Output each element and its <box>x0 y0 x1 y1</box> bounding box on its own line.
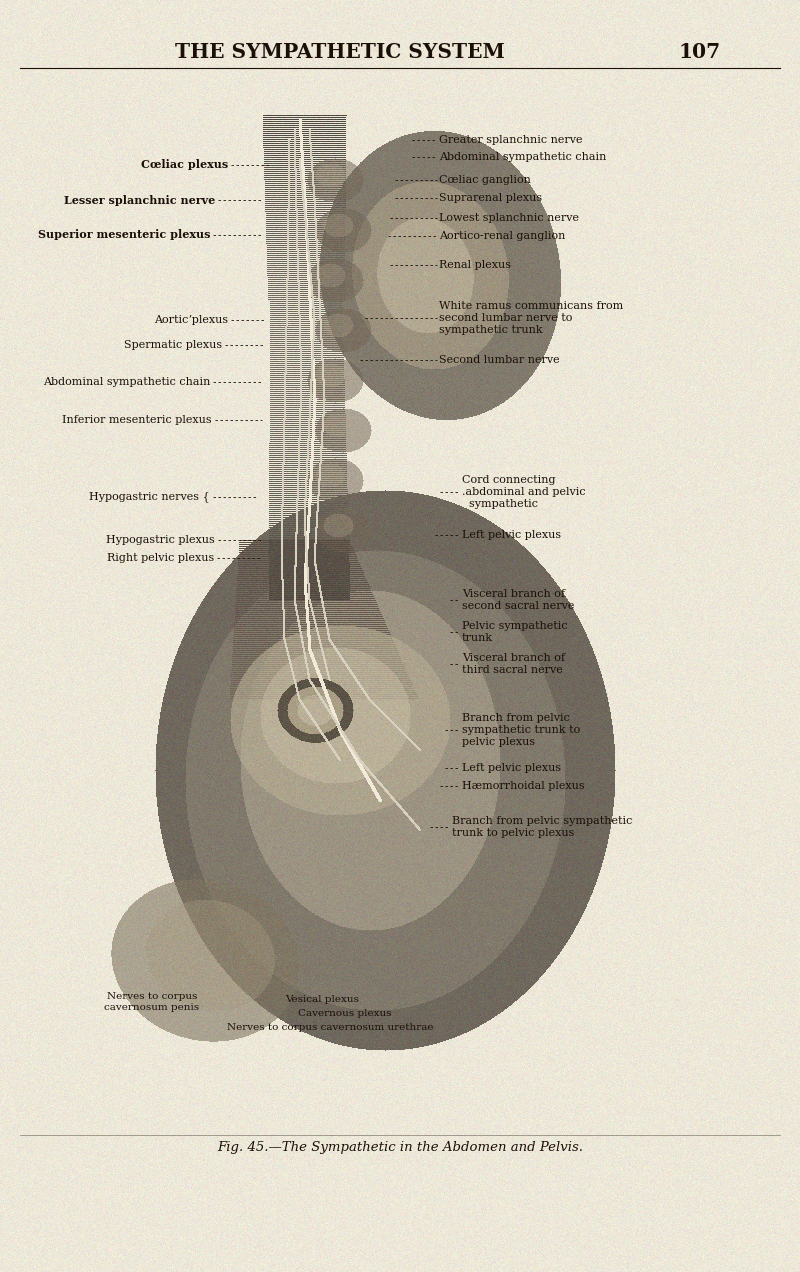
Text: Left pelvic plexus: Left pelvic plexus <box>462 530 561 541</box>
Text: Branch from pelvic
sympathetic trunk to
pelvic plexus: Branch from pelvic sympathetic trunk to … <box>462 714 580 747</box>
Text: Fig. 45.—The Sympathetic in the Abdomen and Pelvis.: Fig. 45.—The Sympathetic in the Abdomen … <box>217 1141 583 1155</box>
Text: Cavernous plexus: Cavernous plexus <box>298 1010 392 1019</box>
Text: Renal plexus: Renal plexus <box>439 259 511 270</box>
Text: Branch from pelvic sympathetic
trunk to pelvic plexus: Branch from pelvic sympathetic trunk to … <box>452 817 632 838</box>
Text: Abdominal sympathetic chain: Abdominal sympathetic chain <box>439 151 606 162</box>
Text: THE SYMPATHETIC SYSTEM: THE SYMPATHETIC SYSTEM <box>175 42 505 62</box>
Text: White ramus communicans from
second lumbar nerve to
sympathetic trunk: White ramus communicans from second lumb… <box>439 301 623 335</box>
Text: Right pelvic plexus: Right pelvic plexus <box>106 553 214 563</box>
Text: Inferior mesenteric plexus: Inferior mesenteric plexus <box>62 415 212 425</box>
Text: Greater splanchnic nerve: Greater splanchnic nerve <box>439 135 582 145</box>
Text: Suprarenal plexus: Suprarenal plexus <box>439 193 542 204</box>
Text: Nerves to corpus cavernosum urethrae: Nerves to corpus cavernosum urethrae <box>226 1024 434 1033</box>
Text: Hypogastric plexus: Hypogastric plexus <box>106 536 215 544</box>
Text: Abdominal sympathetic chain: Abdominal sympathetic chain <box>42 377 210 387</box>
Text: Cœliac ganglion: Cœliac ganglion <box>439 176 531 184</box>
Text: Visceral branch of
third sacral nerve: Visceral branch of third sacral nerve <box>462 654 565 675</box>
Text: Vesical plexus: Vesical plexus <box>285 996 359 1005</box>
Text: 107: 107 <box>679 42 721 62</box>
Text: Spermatic plexus: Spermatic plexus <box>124 340 222 350</box>
Text: Lesser splanchnic nerve: Lesser splanchnic nerve <box>64 195 215 206</box>
Text: Superior mesenteric plexus: Superior mesenteric plexus <box>38 229 210 240</box>
Text: Cœliac plexus: Cœliac plexus <box>141 159 228 170</box>
Text: Hypogastric nerves {: Hypogastric nerves { <box>90 491 210 502</box>
Text: Second lumbar nerve: Second lumbar nerve <box>439 355 560 365</box>
Text: Aortico-renal ganglion: Aortico-renal ganglion <box>439 232 566 240</box>
Text: Aorticʼplexus: Aorticʼplexus <box>154 315 228 326</box>
Text: Left pelvic plexus: Left pelvic plexus <box>462 763 561 773</box>
Text: Hæmorrhoidal plexus: Hæmorrhoidal plexus <box>462 781 585 791</box>
Text: Lowest splanchnic nerve: Lowest splanchnic nerve <box>439 212 579 223</box>
Text: Cord connecting
.abdominal and pelvic
  sympathetic: Cord connecting .abdominal and pelvic sy… <box>462 476 586 509</box>
Text: Pelvic sympathetic
trunk: Pelvic sympathetic trunk <box>462 621 568 642</box>
Text: Visceral branch of
second sacral nerve: Visceral branch of second sacral nerve <box>462 589 574 611</box>
Text: Nerves to corpus
cavernosum penis: Nerves to corpus cavernosum penis <box>105 992 199 1011</box>
